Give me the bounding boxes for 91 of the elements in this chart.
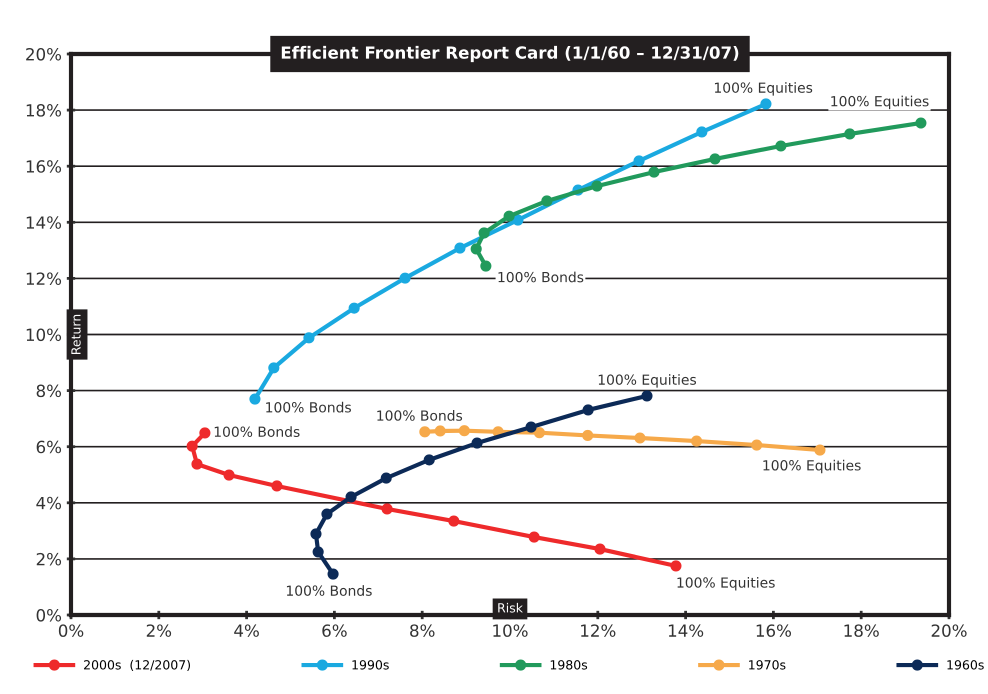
y-tick-label: 0% (36, 608, 62, 622)
y-tick-label: 16% (26, 160, 62, 173)
point (634, 155, 645, 166)
point (458, 425, 470, 436)
point (641, 390, 653, 402)
point (191, 458, 203, 470)
point (199, 427, 210, 439)
point (186, 440, 198, 452)
point (696, 126, 708, 138)
point (271, 480, 282, 492)
annotation: 100% Bonds (214, 426, 300, 437)
annotation: 100% Equities (763, 460, 861, 474)
point (634, 432, 646, 444)
y-tick-label: 20% (26, 48, 62, 61)
annotation: 100% Bonds (498, 272, 584, 282)
x-tick-label: 8% (410, 624, 434, 637)
legend-label: 1980s (550, 660, 588, 670)
point (534, 427, 545, 438)
x-tick-label: 12% (581, 624, 616, 637)
point (526, 422, 537, 433)
legend-label: 1970s (749, 660, 786, 670)
x-tick-label: 10% (493, 624, 528, 637)
y-tick-label: 18% (26, 104, 62, 117)
point (328, 568, 339, 580)
x-tick-label: 14% (668, 624, 704, 637)
point (310, 528, 322, 540)
point (348, 302, 360, 314)
point (380, 472, 392, 484)
y-tick-label: 8% (36, 384, 62, 398)
annotation: 100% Bonds (286, 585, 372, 596)
annotation: 100% Equities (714, 82, 812, 96)
point (915, 117, 926, 129)
point (541, 195, 552, 207)
point (470, 243, 482, 255)
y-axis-title: Return (71, 314, 81, 354)
x-tick-label: 4% (234, 624, 259, 637)
point (478, 227, 490, 239)
point (480, 260, 492, 272)
annotation: 100% Bonds (266, 402, 351, 413)
point (504, 210, 515, 222)
point (312, 546, 324, 558)
annotation: 100% Bonds (377, 410, 462, 421)
point (591, 180, 602, 192)
x-tick-label: 16% (756, 624, 791, 637)
point (303, 332, 314, 344)
point (691, 436, 702, 447)
legend-label: 1990s (352, 660, 389, 670)
point (434, 425, 446, 437)
point (528, 531, 540, 543)
legend-label: 2000s (12/2007) (84, 660, 190, 672)
y-tick-label: 2% (36, 552, 62, 566)
point (670, 560, 682, 572)
point (648, 166, 660, 178)
point (268, 362, 280, 374)
point (419, 426, 430, 438)
point (382, 503, 393, 515)
x-axis-title: Risk (498, 602, 523, 613)
x-tick-label: 18% (844, 624, 879, 637)
point (582, 404, 594, 416)
point (760, 98, 772, 110)
annotation: 100% Equities (831, 96, 929, 110)
chart-title: Efficient Frontier Report Card (1/1/60 – 12/31/07) (282, 46, 738, 62)
point (844, 128, 856, 140)
point (594, 544, 606, 555)
point (472, 438, 483, 449)
y-tick-label: 12% (26, 272, 62, 285)
point (424, 454, 435, 466)
y-tick-label: 14% (26, 216, 62, 229)
point (709, 153, 721, 164)
point (321, 508, 332, 520)
point (346, 491, 357, 502)
x-tick-label: 2% (146, 624, 172, 637)
legend-label: 1960s (947, 660, 984, 670)
point (814, 444, 826, 456)
point (775, 140, 786, 152)
x-tick-label: 20% (932, 624, 967, 637)
point (512, 214, 524, 226)
y-tick-label: 4% (36, 496, 62, 510)
x-tick-label: 6% (322, 624, 347, 637)
point (223, 469, 235, 481)
annotation: 100% Equities (677, 577, 775, 590)
y-tick-label: 6% (36, 440, 62, 454)
x-tick-label: 0% (58, 624, 84, 637)
point (454, 242, 466, 254)
point (249, 393, 260, 405)
point (400, 272, 411, 284)
point (448, 515, 460, 527)
annotation: 100% Equities (598, 374, 696, 388)
point (582, 430, 594, 442)
y-tick-label: 10% (26, 328, 62, 342)
point (751, 439, 762, 451)
